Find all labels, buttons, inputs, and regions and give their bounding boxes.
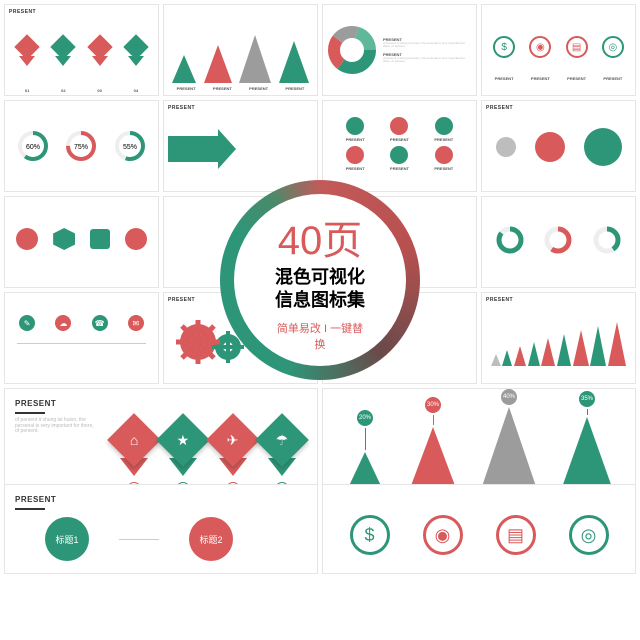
thumb-block-arrow: PRESENT bbox=[163, 100, 318, 192]
mountain-peak bbox=[204, 45, 232, 83]
shape-hex bbox=[53, 228, 75, 250]
cone bbox=[514, 346, 526, 366]
mountain-peak bbox=[172, 55, 196, 83]
mountain-peak bbox=[239, 35, 271, 83]
svg-text:55%: 55% bbox=[123, 144, 137, 151]
title-circle: 标题1 bbox=[45, 517, 89, 561]
shape-circle bbox=[125, 228, 147, 250]
grid-icon: PRESENT bbox=[424, 146, 464, 171]
cone bbox=[608, 322, 626, 366]
icon-circle: ◎ bbox=[602, 36, 624, 58]
thumb-circle-icons: $ ◉ ▤ ◎ PRESENTPRESENTPRESENTPRESENT bbox=[481, 4, 636, 96]
icon-circle: ▤ bbox=[566, 36, 588, 58]
gauge-value: 60% bbox=[26, 144, 40, 151]
badge-title: 混色可视化 信息图标集 bbox=[275, 266, 365, 313]
big-icon: ◉ bbox=[423, 515, 463, 555]
thumb-timeline: ✎ ☁ ☎ ✉ 2013201520172019 PRESENTPRESENTP… bbox=[4, 292, 159, 384]
grid-icon: PRESENT bbox=[379, 146, 419, 171]
thumb-big-circles: PRESENT bbox=[481, 100, 636, 192]
timeline-node: ✎ bbox=[19, 315, 35, 331]
donut-chart bbox=[327, 25, 377, 75]
thumb-shapes: PRESENTPRESENTPRESENTPRESENT bbox=[4, 196, 159, 288]
svg-text:75%: 75% bbox=[74, 144, 88, 151]
gauge: 75% bbox=[64, 129, 98, 163]
cone bbox=[590, 326, 606, 366]
thumb-donut: PRESENTof persent it shung lai huion, th… bbox=[322, 4, 477, 96]
thumb-diamond-arrows: PRESENT 01020304 bbox=[4, 4, 159, 96]
badge-subtitle: 简单易改 I 一键替 换 bbox=[277, 320, 363, 352]
size-circle bbox=[535, 132, 565, 162]
grid-icon: PRESENT bbox=[424, 117, 464, 142]
big-circle-icons: $ ◉ ▤ ◎ bbox=[322, 484, 636, 574]
diamond-arrow bbox=[127, 38, 145, 66]
timeline-node: ☎ bbox=[92, 315, 108, 331]
grid-icon: PRESENT bbox=[335, 117, 375, 142]
cone bbox=[502, 350, 512, 366]
big-icon: $ bbox=[350, 515, 390, 555]
mountain-peak bbox=[279, 41, 309, 83]
cone bbox=[541, 338, 555, 366]
thumb-mountains: PRESENTPRESENTPRESENTPRESENT bbox=[163, 4, 318, 96]
thumb-title: PRESENT bbox=[9, 9, 36, 15]
shape-square bbox=[90, 229, 110, 249]
big-icon: ◎ bbox=[569, 515, 609, 555]
badge-number: 40页 bbox=[278, 208, 363, 266]
shape-circle bbox=[16, 228, 38, 250]
mini-donut bbox=[543, 225, 573, 255]
diamond-arrow bbox=[91, 38, 109, 66]
thumb-donut-mini: 85,750125,00071,000 bbox=[481, 196, 636, 288]
cone bbox=[557, 334, 571, 366]
cone bbox=[528, 342, 540, 366]
thumb-gauges: 60% 75% 55% PRESENTPRESENTPRESENT bbox=[4, 100, 159, 192]
diamond-arrow bbox=[18, 38, 36, 66]
size-circle bbox=[496, 137, 516, 157]
cone bbox=[573, 330, 589, 366]
title-circle: 标题2 bbox=[189, 517, 233, 561]
mini-donut bbox=[495, 225, 525, 255]
grid-icon: PRESENT bbox=[335, 146, 375, 171]
gauge: 55% bbox=[113, 129, 147, 163]
timeline-node: ☁ bbox=[55, 315, 71, 331]
diamond-arrow bbox=[54, 38, 72, 66]
size-circle bbox=[584, 128, 622, 166]
cone bbox=[491, 354, 501, 366]
center-badge: 40页 混色可视化 信息图标集 简单易改 I 一键替 换 bbox=[220, 180, 420, 380]
icon-circle: $ bbox=[493, 36, 515, 58]
icon-circle: ◉ bbox=[529, 36, 551, 58]
big-title-circles: PRESENT 标题1 标题2 bbox=[4, 484, 318, 574]
grid-icon: PRESENT bbox=[379, 117, 419, 142]
timeline-node: ✉ bbox=[128, 315, 144, 331]
big-icon: ▤ bbox=[496, 515, 536, 555]
thumb-title: PRESENT bbox=[168, 105, 195, 111]
thumb-cones: PRESENT bbox=[481, 292, 636, 384]
thumb-icon-grid: PRESENT PRESENT PRESENT PRESENT PRESENT … bbox=[322, 100, 477, 192]
mini-donut bbox=[592, 225, 622, 255]
gauge: 60% bbox=[16, 129, 50, 163]
